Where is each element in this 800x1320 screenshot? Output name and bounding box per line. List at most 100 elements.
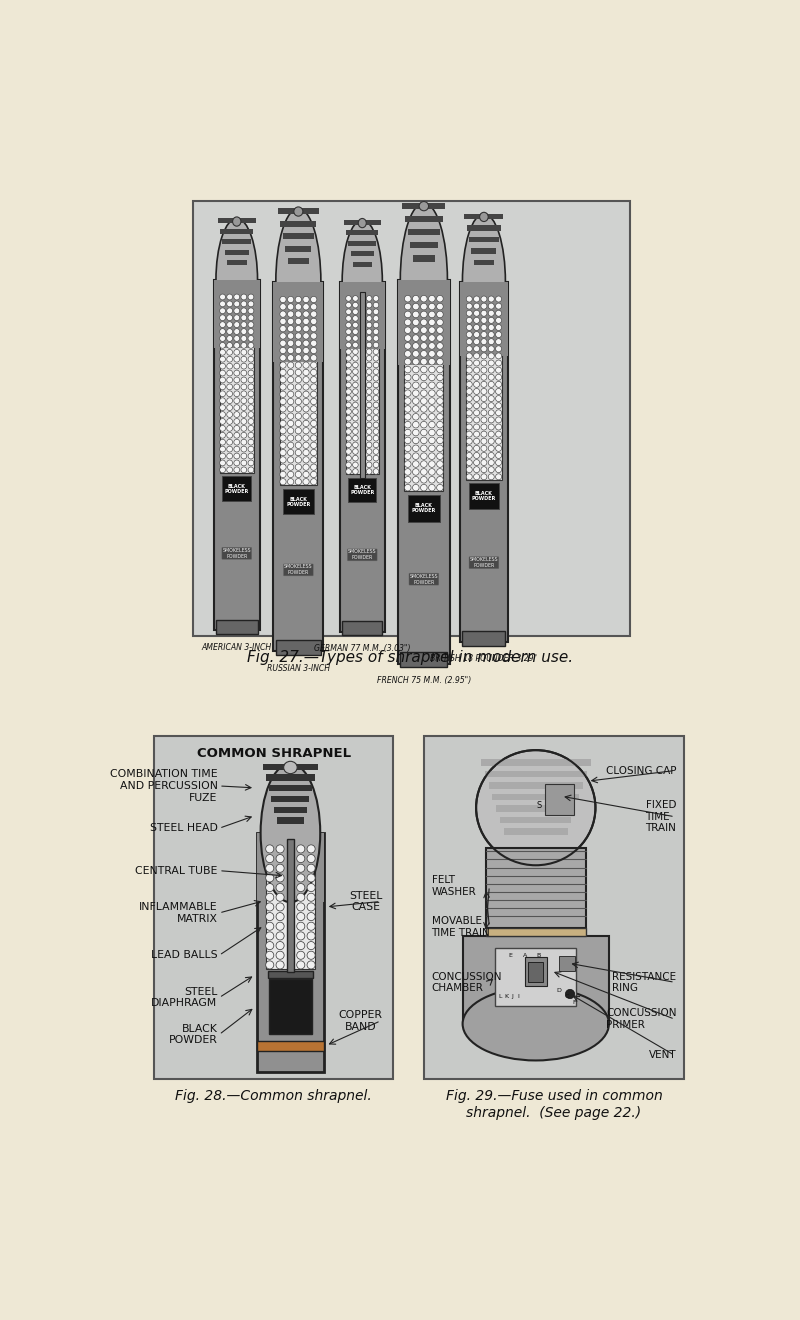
Circle shape xyxy=(429,413,435,420)
Bar xyxy=(424,737,684,1078)
Bar xyxy=(220,228,254,234)
Circle shape xyxy=(226,425,233,432)
Ellipse shape xyxy=(294,207,303,216)
Circle shape xyxy=(373,348,378,355)
Circle shape xyxy=(566,990,574,999)
Circle shape xyxy=(353,355,358,362)
Circle shape xyxy=(303,312,309,317)
Circle shape xyxy=(241,301,246,306)
Circle shape xyxy=(226,335,233,342)
Circle shape xyxy=(295,304,302,310)
Text: SMOKELESS
POWDER: SMOKELESS POWDER xyxy=(470,557,498,568)
Circle shape xyxy=(421,327,427,334)
Bar xyxy=(405,296,443,491)
Circle shape xyxy=(220,308,226,314)
Circle shape xyxy=(373,355,378,362)
Circle shape xyxy=(495,403,502,409)
Circle shape xyxy=(421,381,427,388)
Text: J: J xyxy=(511,994,514,999)
Circle shape xyxy=(346,383,351,388)
Text: RUSSIAN 3-INCH: RUSSIAN 3-INCH xyxy=(266,664,330,672)
Circle shape xyxy=(287,391,294,397)
Circle shape xyxy=(280,370,286,376)
Circle shape xyxy=(287,405,294,412)
Circle shape xyxy=(474,474,479,479)
Circle shape xyxy=(495,381,502,387)
Circle shape xyxy=(241,453,246,459)
Circle shape xyxy=(226,294,233,300)
Circle shape xyxy=(310,347,317,354)
Circle shape xyxy=(287,413,294,420)
Circle shape xyxy=(353,449,358,454)
Bar xyxy=(274,281,323,651)
Circle shape xyxy=(346,335,351,341)
Circle shape xyxy=(287,399,294,405)
Circle shape xyxy=(276,932,284,940)
Circle shape xyxy=(234,384,240,389)
Bar xyxy=(269,979,312,1035)
Circle shape xyxy=(353,322,358,327)
Circle shape xyxy=(421,461,427,467)
Circle shape xyxy=(413,421,419,428)
Circle shape xyxy=(466,396,472,401)
Circle shape xyxy=(353,416,358,421)
Circle shape xyxy=(421,359,427,364)
Circle shape xyxy=(429,319,435,326)
Text: F: F xyxy=(573,1001,576,1005)
Circle shape xyxy=(429,335,435,342)
Circle shape xyxy=(280,420,286,426)
Circle shape xyxy=(466,445,472,451)
Circle shape xyxy=(353,469,358,474)
Ellipse shape xyxy=(400,203,447,358)
Text: MOVABLE
TIME TRAIN: MOVABLE TIME TRAIN xyxy=(431,916,490,937)
Circle shape xyxy=(248,446,254,451)
Circle shape xyxy=(488,474,494,479)
Bar xyxy=(342,622,382,635)
Circle shape xyxy=(307,961,315,969)
Circle shape xyxy=(481,467,487,473)
Circle shape xyxy=(373,462,378,467)
Ellipse shape xyxy=(233,216,241,226)
Circle shape xyxy=(373,329,378,334)
Circle shape xyxy=(481,409,487,416)
Circle shape xyxy=(373,416,378,421)
Circle shape xyxy=(366,296,372,301)
Circle shape xyxy=(248,412,254,417)
Circle shape xyxy=(437,421,443,428)
Circle shape xyxy=(353,375,358,381)
Circle shape xyxy=(474,409,479,416)
Bar xyxy=(489,781,583,788)
Circle shape xyxy=(266,874,274,882)
Circle shape xyxy=(429,469,435,475)
Circle shape xyxy=(495,388,502,395)
Text: CONCUSSION
CHAMBER: CONCUSSION CHAMBER xyxy=(431,972,502,993)
Circle shape xyxy=(287,465,294,470)
Circle shape xyxy=(474,346,479,352)
Bar xyxy=(282,488,314,515)
Circle shape xyxy=(481,317,487,323)
Circle shape xyxy=(295,370,302,376)
Circle shape xyxy=(310,370,317,376)
Circle shape xyxy=(481,432,487,437)
Circle shape xyxy=(353,396,358,401)
Circle shape xyxy=(488,388,494,395)
Circle shape xyxy=(405,389,411,396)
Circle shape xyxy=(373,422,378,428)
Circle shape xyxy=(276,883,284,891)
Circle shape xyxy=(234,467,240,473)
Circle shape xyxy=(226,342,233,348)
Bar xyxy=(274,807,306,813)
Circle shape xyxy=(474,352,479,359)
Circle shape xyxy=(248,294,254,300)
Circle shape xyxy=(437,319,443,326)
Circle shape xyxy=(266,932,274,940)
Circle shape xyxy=(295,449,302,455)
Text: K: K xyxy=(504,994,508,999)
Bar xyxy=(257,1040,324,1051)
Circle shape xyxy=(276,894,284,902)
Bar xyxy=(222,239,251,244)
Circle shape xyxy=(220,391,226,397)
Circle shape xyxy=(437,296,443,302)
Circle shape xyxy=(295,341,302,346)
Bar xyxy=(462,631,506,645)
